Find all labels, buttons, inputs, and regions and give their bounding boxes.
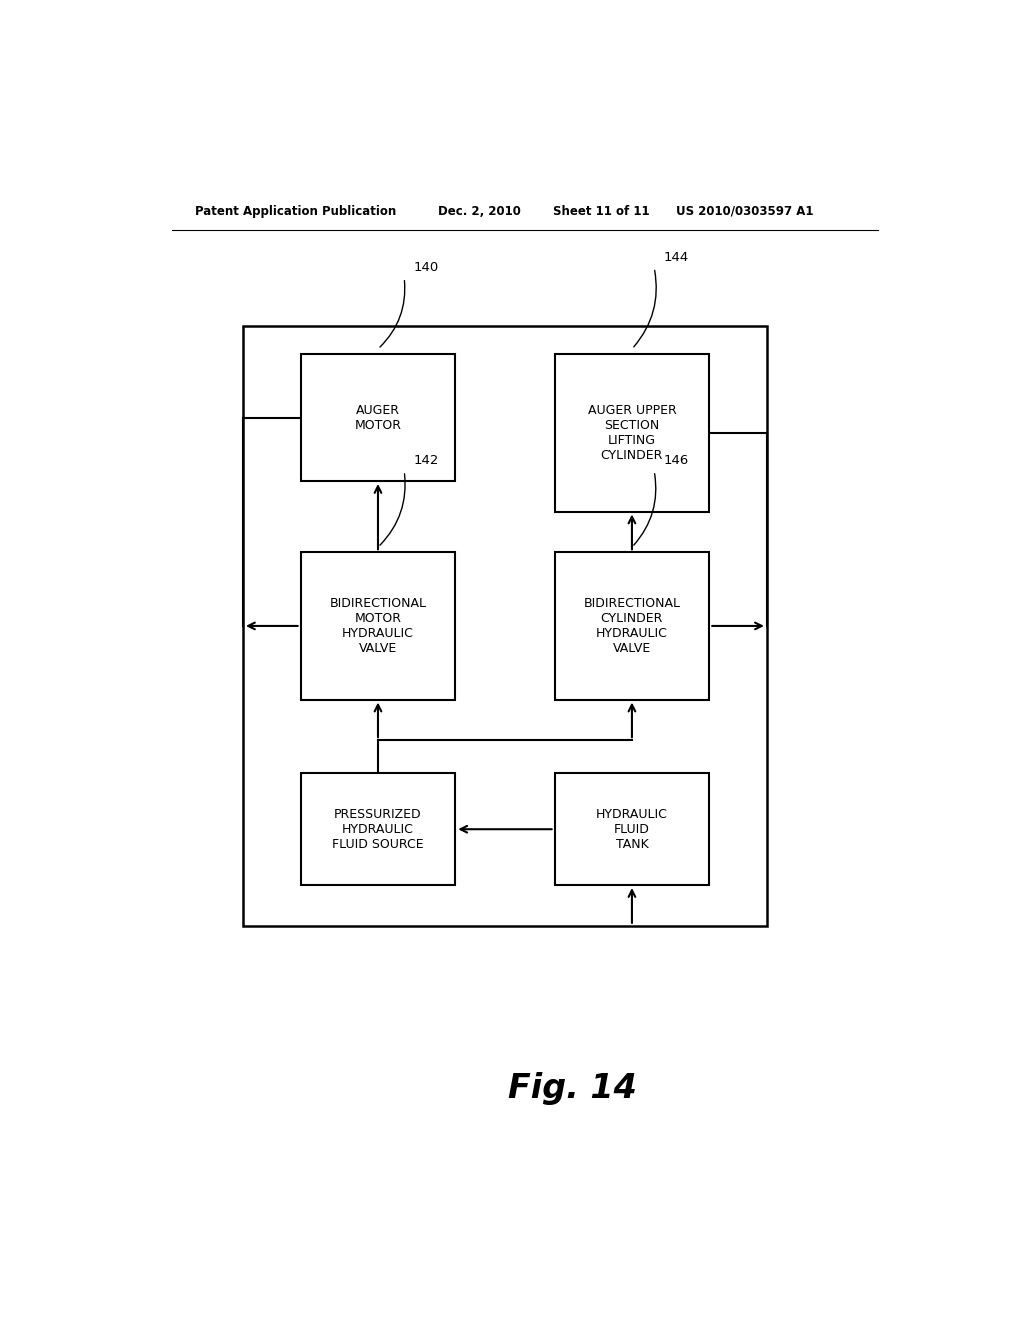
Bar xyxy=(301,354,456,480)
Text: BIDIRECTIONAL
CYLINDER
HYDRAULIC
VALVE: BIDIRECTIONAL CYLINDER HYDRAULIC VALVE xyxy=(584,597,680,655)
Text: BIDIRECTIONAL
MOTOR
HYDRAULIC
VALVE: BIDIRECTIONAL MOTOR HYDRAULIC VALVE xyxy=(330,597,426,655)
Text: Sheet 11 of 11: Sheet 11 of 11 xyxy=(553,205,649,218)
Text: HYDRAULIC
FLUID
TANK: HYDRAULIC FLUID TANK xyxy=(596,808,668,850)
Bar xyxy=(555,552,710,700)
Text: PRESSURIZED
HYDRAULIC
FLUID SOURCE: PRESSURIZED HYDRAULIC FLUID SOURCE xyxy=(332,808,424,850)
Bar xyxy=(301,774,456,886)
Text: US 2010/0303597 A1: US 2010/0303597 A1 xyxy=(676,205,813,218)
Bar xyxy=(555,354,710,512)
Text: 140: 140 xyxy=(414,261,439,275)
Text: 146: 146 xyxy=(664,454,689,467)
Text: Fig. 14: Fig. 14 xyxy=(508,1072,637,1105)
Text: Patent Application Publication: Patent Application Publication xyxy=(196,205,396,218)
Bar xyxy=(243,326,767,925)
Text: 142: 142 xyxy=(414,454,439,467)
Bar xyxy=(301,552,456,700)
Text: AUGER UPPER
SECTION
LIFTING
CYLINDER: AUGER UPPER SECTION LIFTING CYLINDER xyxy=(588,404,676,462)
Text: 144: 144 xyxy=(664,251,689,264)
Bar xyxy=(555,774,710,886)
Text: Dec. 2, 2010: Dec. 2, 2010 xyxy=(437,205,520,218)
Text: AUGER
MOTOR: AUGER MOTOR xyxy=(354,404,401,432)
